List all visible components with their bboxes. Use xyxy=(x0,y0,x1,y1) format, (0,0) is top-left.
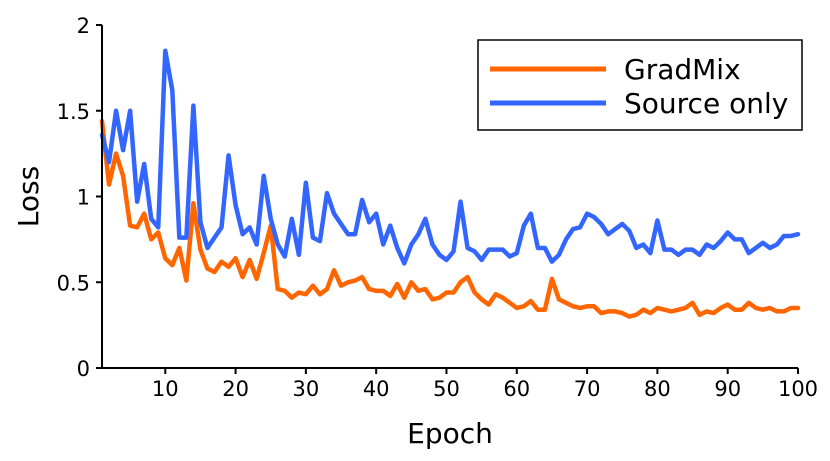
y-tick-label: 1 xyxy=(77,186,90,210)
x-tick-label: 10 xyxy=(152,377,179,401)
series-line-gradmix xyxy=(99,118,801,319)
legend-label-gradmix: GradMix xyxy=(624,53,741,86)
y-tick-label: 0 xyxy=(77,357,90,381)
y-tick-label: 2 xyxy=(77,14,90,38)
legend-box xyxy=(477,39,803,131)
x-tick-label: 100 xyxy=(778,377,818,401)
series-lines xyxy=(99,48,801,319)
x-tick-label: 80 xyxy=(644,377,671,401)
series-line-source-only xyxy=(99,48,801,266)
y-axis-label: Loss xyxy=(12,166,45,227)
x-tick-label: 50 xyxy=(433,377,460,401)
x-tick-label: 90 xyxy=(714,377,741,401)
y-tick-label: 0.5 xyxy=(57,271,90,295)
x-axis-label: Epoch xyxy=(407,417,493,450)
legend: GradMix Source only xyxy=(477,39,803,131)
x-tick-label: 70 xyxy=(574,377,601,401)
x-tick-label: 20 xyxy=(222,377,249,401)
x-ticks: 10 20 30 40 50 60 70 80 90 100 xyxy=(152,368,818,401)
x-tick-label: 40 xyxy=(363,377,390,401)
legend-label-source-only: Source only xyxy=(624,87,788,120)
y-ticks: 0 0.5 1 1.5 2 xyxy=(57,14,102,381)
y-tick-label: 1.5 xyxy=(57,100,90,124)
x-tick-label: 30 xyxy=(293,377,320,401)
x-tick-label: 60 xyxy=(503,377,530,401)
